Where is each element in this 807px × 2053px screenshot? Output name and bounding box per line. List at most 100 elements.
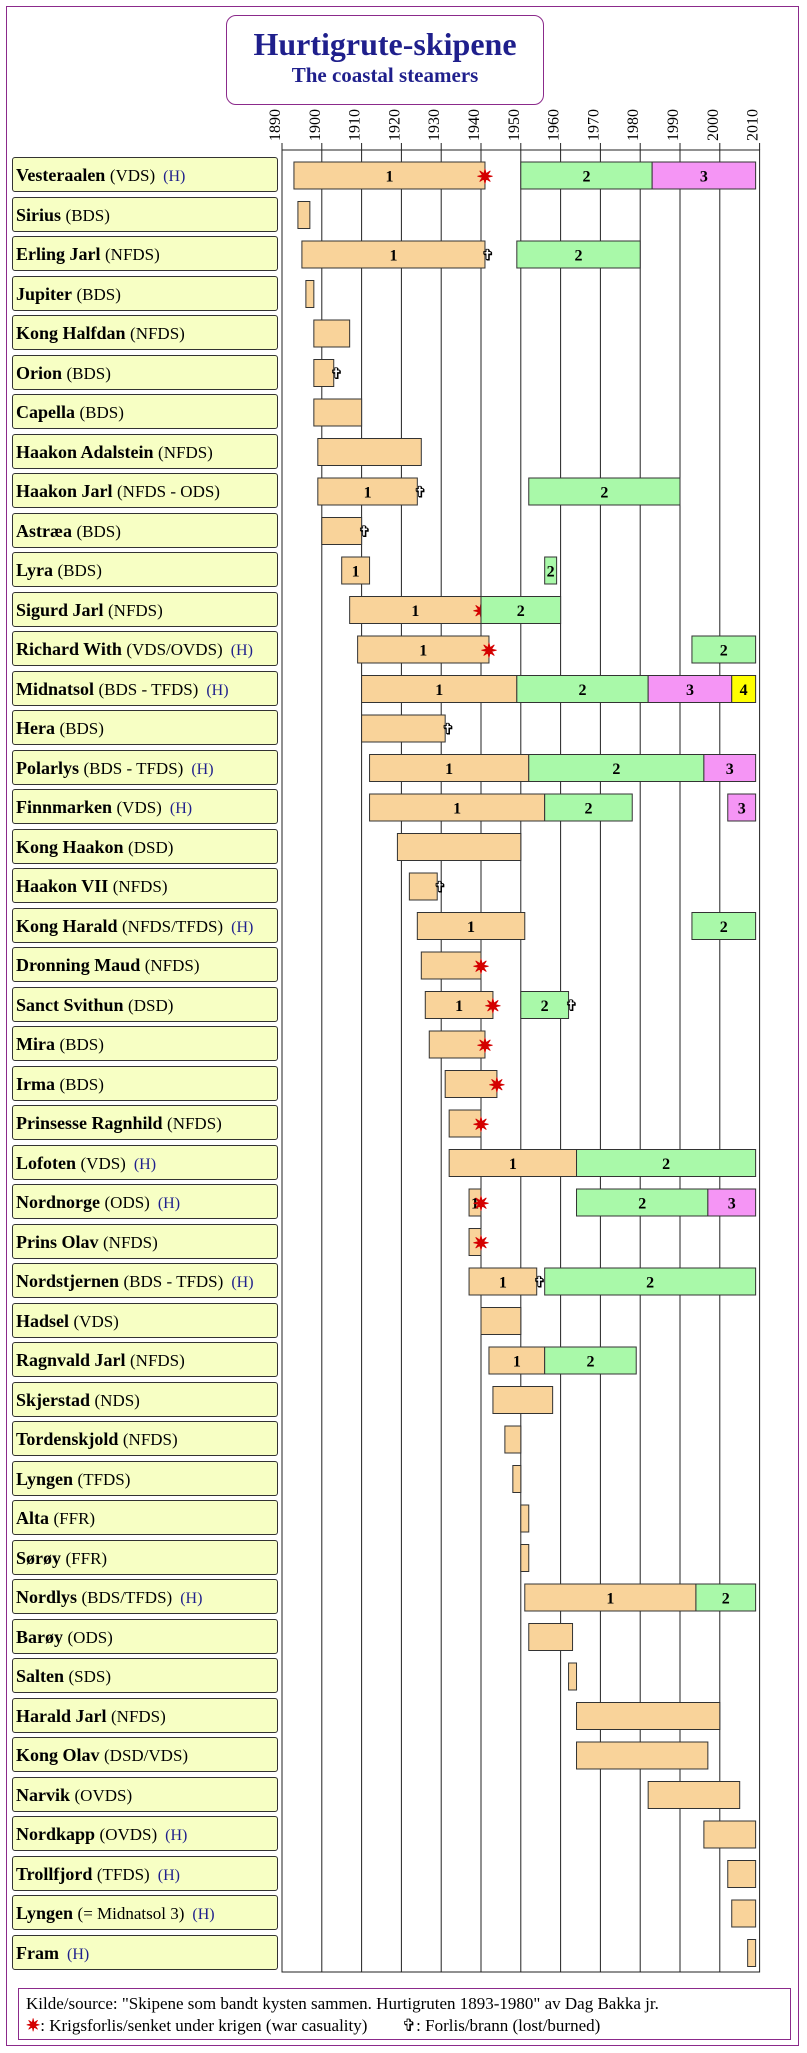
legend-war-text: : Krigsforlis/senket under krigen (war c… (40, 2016, 368, 2035)
ship-owner: (BDS) (59, 1035, 104, 1054)
period-label: 2 (720, 643, 728, 660)
ship-owner: (BDS) (66, 363, 111, 383)
ship-name: Lyngen (16, 1468, 74, 1489)
period-bar (703, 1820, 757, 1849)
ship-label: Erling Jarl (NFDS) (12, 236, 278, 271)
x-tick-label: 2000 (705, 109, 722, 141)
ship-label: Orion (BDS) (12, 354, 278, 390)
lost-cross-icon: ✞ (533, 1275, 546, 1292)
ship-label: Haakon Jarl (NFDS - ODS) (12, 473, 278, 508)
ship-owner: (NFDS) (112, 877, 168, 896)
period-label: 1 (499, 1275, 507, 1292)
war-casualty-icon: ✷ (477, 167, 494, 189)
period-label: 2 (584, 801, 592, 818)
x-tick-label: 1920 (386, 109, 403, 141)
ship-owner: (VDS) (80, 1153, 126, 1173)
period-label: 1 (513, 1354, 521, 1371)
period-label: 1 (509, 1156, 517, 1173)
period-bar (317, 477, 418, 506)
period-bar (396, 833, 522, 861)
x-tick-label: 1890 (267, 109, 284, 141)
ship-owner: (BDS) (59, 719, 104, 738)
source-text: Kilde/source: "Skipene som bandt kysten … (26, 1994, 659, 2013)
ship-label: Dronning Maud (NFDS) (12, 947, 278, 982)
war-casualty-icon: ✷ (473, 1194, 490, 1216)
ship-owner: (BDS) (65, 205, 110, 225)
ship-name: Lofoten (16, 1152, 76, 1173)
ship-name: Capella (16, 402, 76, 422)
ship-owner: (DSD/VDS) (104, 1746, 189, 1765)
ship-label: Sigurd Jarl (NFDS) (12, 591, 278, 627)
ship-name: Sirius (16, 204, 62, 225)
ship-label: Nordkapp (OVDS) (H) (12, 1816, 278, 1851)
ship-label: Lyngen (= Midnatsol 3) (H) (12, 1895, 278, 1930)
ship-owner: (OVDS) (99, 1825, 158, 1844)
war-casualty-icon: ✷ (473, 957, 490, 979)
ship-owner: (BDS - TFDS) (83, 758, 184, 778)
ship-name: Lyngen (16, 1903, 74, 1923)
ship-owner: (NFDS) (167, 1114, 222, 1133)
ship-label: Sørøy (FFR) (12, 1539, 278, 1575)
ship-owner: (TFDS) (77, 1469, 131, 1489)
ship-owner: (NFDS - ODS) (117, 482, 220, 501)
period-label: 1 (419, 643, 427, 660)
ship-label: Skjerstad (NDS) (12, 1381, 278, 1417)
hurtigruten-mark: (H) (230, 642, 253, 659)
ship-name: Tordenskjold (16, 1429, 119, 1449)
period-bar (576, 1741, 709, 1770)
ship-owner: (FFR) (65, 1548, 108, 1568)
ship-name: Vesteraalen (16, 165, 106, 185)
ship-name: Sigurd Jarl (16, 599, 104, 620)
ship-label: Hera (BDS) (12, 710, 278, 745)
ship-name: Irma (16, 1073, 55, 1094)
hurtigruten-mark: (H) (66, 1945, 90, 1963)
hurtigruten-mark: (H) (133, 1155, 157, 1173)
period-label: 1 (364, 485, 372, 502)
ship-label: Prinsesse Ragnhild (NFDS) (12, 1105, 278, 1140)
ship-owner: (NFDS) (105, 245, 160, 264)
ship-owner: (BDS) (79, 403, 124, 422)
ship-name: Sørøy (16, 1547, 61, 1568)
ship-name: Astræa (16, 520, 72, 541)
ship-owner: (ODS) (104, 1193, 150, 1212)
period-bar (651, 161, 757, 190)
x-tick-label: 1970 (585, 109, 602, 141)
war-casualty-icon: ✷ (477, 1036, 494, 1058)
period-bar (293, 161, 486, 190)
period-bar (492, 1386, 554, 1414)
hurtigruten-mark: (H) (231, 1274, 254, 1291)
hurtigruten-mark: (H) (231, 918, 254, 936)
hurtigruten-mark: (H) (163, 168, 186, 185)
ship-label: Polarlys (BDS - TFDS) (H) (12, 749, 278, 785)
period-bar (695, 1583, 757, 1612)
hurtigruten-mark: (H) (157, 1866, 180, 1884)
period-bar (416, 912, 526, 940)
ship-owner: (VDS) (109, 166, 156, 185)
x-tick-label: 1990 (665, 109, 682, 141)
ship-owner: (DSD) (128, 995, 174, 1015)
ship-owner: (TFDS) (96, 1864, 150, 1884)
war-casualty-icon: ✷ (485, 996, 502, 1018)
ship-name: Jupiter (16, 283, 72, 304)
period-bar (444, 1070, 498, 1098)
period-label: 1 (455, 998, 463, 1015)
period-label: 2 (575, 248, 583, 265)
hurtigruten-mark: (H) (157, 1195, 181, 1212)
period-bar (544, 556, 558, 585)
period-bar (504, 1425, 522, 1454)
period-label: 3 (728, 1196, 736, 1213)
ship-owner: (SDS) (68, 1667, 112, 1686)
hurtigruten-mark: (H) (169, 800, 193, 817)
x-tick-label: 1900 (307, 109, 324, 141)
ship-name: Sanct Svithun (16, 994, 124, 1015)
x-tick-label: 1960 (546, 109, 563, 141)
ship-owner: (VDS) (116, 798, 162, 817)
period-label: 2 (600, 485, 608, 502)
ship-name: Kong Olav (16, 1745, 100, 1765)
period-bar (727, 793, 757, 822)
period-bar (703, 754, 757, 782)
period-bar (576, 1149, 757, 1177)
lost-cross-icon: ✞ (481, 248, 494, 265)
x-tick-label: 2010 (745, 109, 762, 141)
hurtigruten-mark: (H) (191, 760, 214, 778)
